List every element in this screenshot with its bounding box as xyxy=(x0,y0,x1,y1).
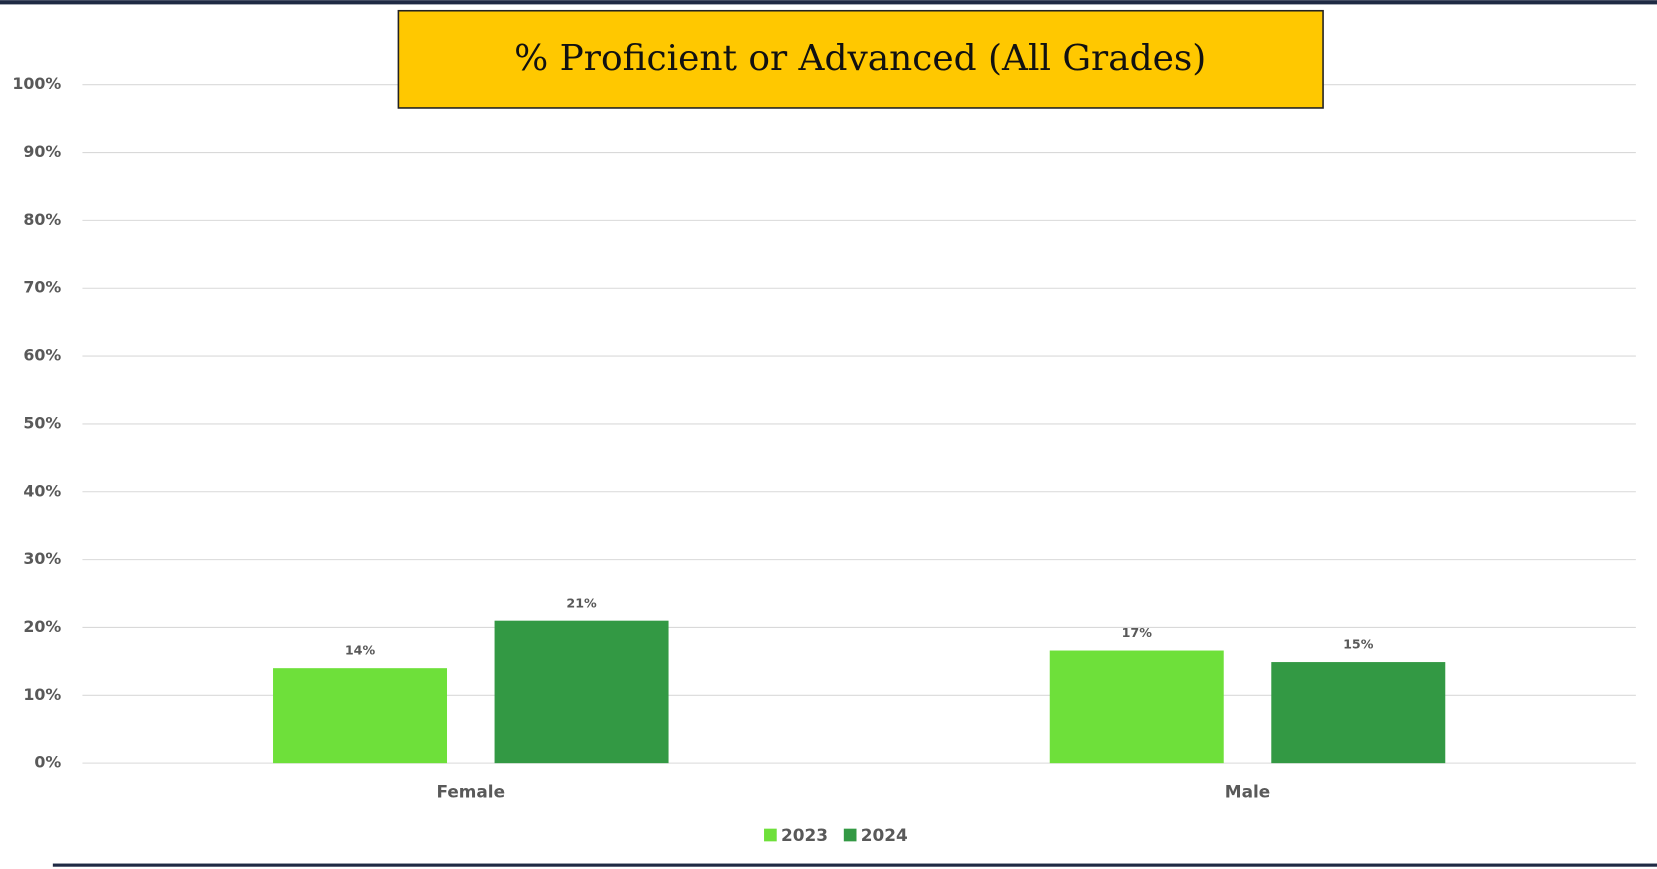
chart-title: % Proficient or Advanced (All Grades) xyxy=(514,38,1206,79)
y-tick-label: 100% xyxy=(12,74,61,93)
legend-swatch xyxy=(764,828,777,842)
top-border xyxy=(0,0,1657,5)
y-tick-label: 90% xyxy=(23,142,61,161)
bottom-border xyxy=(52,863,1657,867)
y-tick-label: 50% xyxy=(23,413,61,432)
legend-swatch xyxy=(843,828,857,842)
plot: 0% 10% 20% 30% 40% 50% 60% 70% 80% 90% 100% Female 1… xyxy=(12,74,1636,845)
bar xyxy=(494,620,669,764)
bar xyxy=(1049,650,1224,764)
legend-label: 2023 xyxy=(781,825,828,845)
y-tick-label: 0% xyxy=(34,753,61,772)
y-tick-label: 70% xyxy=(23,278,61,297)
x-tick-label: Male xyxy=(1225,782,1270,802)
y-tick-label: 30% xyxy=(23,549,61,568)
data-label: 21% xyxy=(566,595,597,610)
data-label: 15% xyxy=(1343,637,1374,652)
x-tick-label: Female xyxy=(437,782,506,802)
y-tick-label: 60% xyxy=(23,346,61,365)
data-label: 17% xyxy=(1122,625,1153,640)
legend-label: 2024 xyxy=(861,825,908,845)
data-label: 14% xyxy=(345,643,376,658)
bar xyxy=(273,668,448,764)
y-tick-label: 20% xyxy=(23,617,61,636)
y-tick-label: 80% xyxy=(23,210,61,229)
title-box xyxy=(397,9,1324,109)
bar xyxy=(1271,662,1446,764)
y-tick-label: 10% xyxy=(23,685,61,704)
y-tick-label: 40% xyxy=(23,481,61,500)
